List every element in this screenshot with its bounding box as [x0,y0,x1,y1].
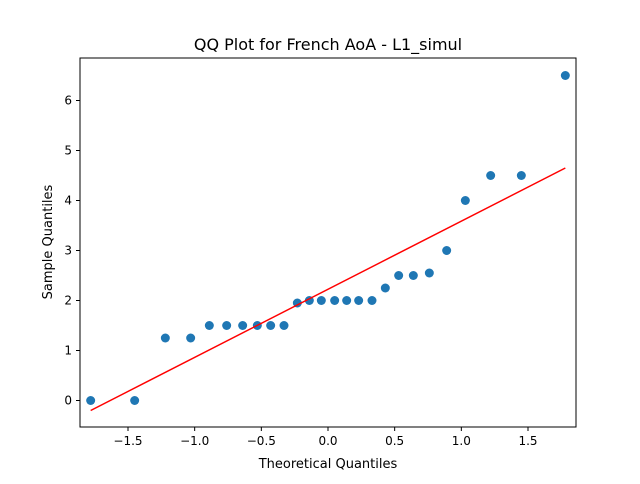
data-point [238,321,248,330]
reference-line [90,167,566,412]
data-point [342,296,352,305]
data-point [266,321,276,330]
y-tick-label: 1 [64,344,72,358]
y-tick-label: 0 [64,394,72,408]
x-tick-label: −0.5 [247,434,276,448]
y-axis-ticks: 0 1 2 3 4 5 6 [64,94,80,408]
y-tick-label: 3 [64,244,72,258]
data-points [86,71,570,405]
data-point [222,321,232,330]
data-point [279,321,289,330]
data-point [380,283,390,293]
data-point [486,171,496,180]
data-point [408,271,418,280]
x-tick-label: 1.0 [452,434,471,448]
data-point [330,296,340,305]
data-point [560,71,570,80]
x-tick-label: 1.5 [518,434,537,448]
x-tick-label: 0.5 [385,434,404,448]
data-point [367,296,377,305]
data-point [160,333,170,343]
data-point [204,321,214,330]
y-tick-label: 2 [64,294,72,308]
x-tick-label: −1.0 [180,434,209,448]
data-point [424,268,434,278]
y-tick-label: 4 [64,194,72,208]
chart-title: QQ Plot for French AoA - L1_simul [194,35,462,55]
fit-line-layer [90,167,566,412]
x-axis-ticks: −1.5 −1.0 −0.5 0.0 0.5 1.0 1.5 [113,427,538,448]
data-point [316,296,326,305]
x-tick-label: −1.5 [113,434,142,448]
data-point [516,171,526,180]
data-point [354,296,364,305]
data-point [394,271,404,280]
data-point [442,246,452,255]
data-point [130,396,140,405]
x-tick-label: 0.0 [318,434,337,448]
y-axis-label: Sample Quantiles [41,184,56,299]
plot-frame [79,57,577,428]
y-tick-label: 5 [64,144,72,158]
data-point [186,333,196,343]
y-tick-label: 6 [64,94,72,108]
x-axis-label: Theoretical Quantiles [258,457,398,472]
data-point [460,196,470,205]
data-point [86,396,96,405]
